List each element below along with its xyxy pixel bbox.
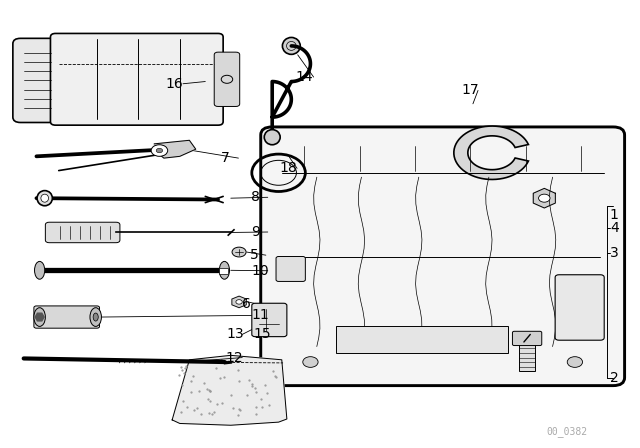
Text: 10: 10 [251, 264, 269, 278]
Ellipse shape [35, 261, 45, 279]
Polygon shape [154, 140, 196, 158]
Ellipse shape [282, 38, 300, 54]
FancyBboxPatch shape [51, 34, 223, 125]
Text: 17: 17 [461, 83, 479, 97]
Text: 2: 2 [610, 370, 619, 384]
FancyBboxPatch shape [252, 303, 287, 336]
FancyBboxPatch shape [34, 306, 100, 328]
Bar [519, 344, 536, 371]
Ellipse shape [37, 190, 52, 206]
Circle shape [539, 194, 550, 202]
Text: 18: 18 [280, 161, 298, 175]
Text: 5: 5 [250, 248, 259, 262]
Ellipse shape [93, 313, 99, 321]
Ellipse shape [41, 194, 49, 202]
Ellipse shape [220, 261, 230, 279]
FancyBboxPatch shape [513, 332, 541, 345]
Polygon shape [221, 360, 232, 364]
FancyBboxPatch shape [45, 222, 120, 243]
Text: 6: 6 [243, 297, 251, 311]
Polygon shape [232, 296, 246, 308]
Text: 14: 14 [296, 70, 314, 84]
Circle shape [567, 357, 582, 367]
Text: 13: 13 [227, 327, 244, 341]
Bar [220, 267, 228, 274]
Text: 1: 1 [610, 208, 619, 222]
Circle shape [156, 148, 163, 153]
Text: 15: 15 [253, 327, 271, 341]
Ellipse shape [90, 308, 101, 327]
Text: 4: 4 [610, 221, 619, 236]
Polygon shape [533, 188, 556, 208]
Text: 9: 9 [251, 225, 260, 239]
Text: 11: 11 [251, 308, 269, 322]
Circle shape [236, 300, 243, 304]
Ellipse shape [34, 308, 45, 327]
Text: 16: 16 [166, 77, 184, 91]
Circle shape [232, 247, 246, 257]
FancyBboxPatch shape [13, 39, 63, 122]
Text: 00_0382: 00_0382 [546, 426, 588, 437]
Text: 8: 8 [251, 190, 260, 204]
Text: 3: 3 [610, 246, 619, 260]
FancyBboxPatch shape [555, 275, 604, 340]
FancyBboxPatch shape [276, 257, 305, 281]
Text: 12: 12 [226, 351, 243, 365]
Text: 7: 7 [221, 151, 230, 165]
Bar [336, 327, 508, 353]
FancyBboxPatch shape [260, 127, 625, 386]
Circle shape [303, 357, 318, 367]
FancyBboxPatch shape [214, 52, 240, 107]
Circle shape [151, 145, 168, 156]
PathPatch shape [454, 126, 529, 180]
Ellipse shape [264, 129, 280, 145]
Polygon shape [172, 355, 287, 425]
Polygon shape [35, 313, 44, 321]
